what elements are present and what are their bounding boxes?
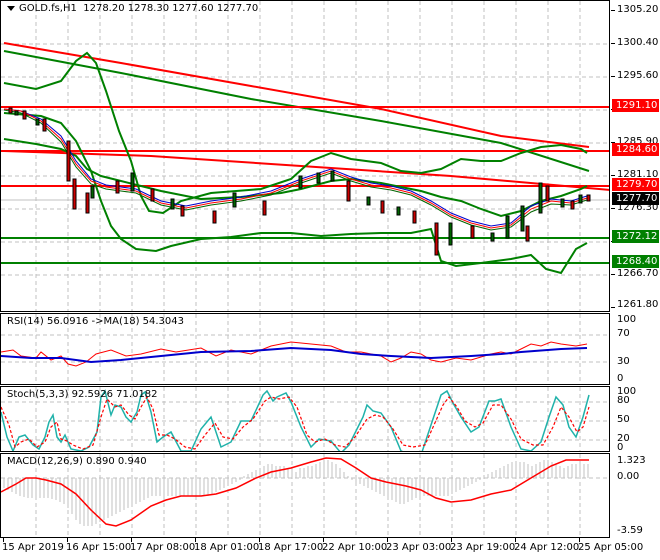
current-price-label: 1277.70 <box>612 192 659 205</box>
stoch-tick: 80 <box>617 395 630 406</box>
macd-tick: 1.323 <box>617 455 646 466</box>
time-axis: 15 Apr 2019 16 Apr 15:00 17 Apr 08:00 18… <box>0 538 660 560</box>
time-tick: 18 Apr 01:00 <box>194 542 260 553</box>
level-label-resistance: 1291.10 <box>612 99 659 112</box>
dropdown-arrow-icon[interactable] <box>7 5 15 11</box>
time-tick: 24 Apr 12:00 <box>514 542 580 553</box>
macd-tick: -3.59 <box>617 525 643 536</box>
level-label-resistance: 1284.60 <box>612 143 659 156</box>
price-tick: 1281.10 <box>617 169 659 180</box>
time-tick: 25 Apr 05:00 <box>578 542 644 553</box>
time-tick: 17 Apr 08:00 <box>130 542 196 553</box>
rsi-tick: 70 <box>617 328 630 339</box>
symbol-label: GOLD.fs,H1 <box>19 3 77 14</box>
stoch-tick: 50 <box>617 414 630 425</box>
rsi-plot <box>1 314 609 384</box>
rsi-title: RSI(14) 56.0916 ->MA(18) 54.3043 <box>7 316 184 327</box>
stochastic-panel[interactable]: Stoch(5,3,3) 92.5926 71.0182 <box>0 386 610 452</box>
level-label-support: 1268.40 <box>612 255 659 268</box>
price-plot <box>1 1 609 311</box>
price-tick: 1276.30 <box>617 202 659 213</box>
ohlc-values: 1278.20 1278.30 1277.60 1277.70 <box>83 3 259 14</box>
price-tick: 1295.60 <box>617 70 659 81</box>
price-tick: 1285.90 <box>617 136 659 147</box>
price-axis: 1305.20 1300.40 1295.60 1290.80 1285.90 … <box>611 0 660 312</box>
stoch-tick: 20 <box>617 433 630 444</box>
price-chart-panel[interactable]: GOLD.fs,H1 1278.20 1278.30 1277.60 1277.… <box>0 0 610 312</box>
price-tick: 1300.40 <box>617 37 659 48</box>
stoch-title: Stoch(5,3,3) 92.5926 71.0182 <box>7 389 158 400</box>
level-label-resistance: 1279.70 <box>612 178 659 191</box>
price-tick: 1305.20 <box>617 4 659 15</box>
macd-tick: 0.00 <box>617 471 640 482</box>
time-tick: 23 Apr 19:00 <box>450 542 516 553</box>
time-tick: 18 Apr 17:00 <box>258 542 324 553</box>
rsi-tick: 100 <box>617 314 637 325</box>
time-tick: 22 Apr 10:00 <box>322 542 388 553</box>
price-tick: 1266.70 <box>617 268 659 279</box>
time-tick: 15 Apr 2019 <box>2 542 64 553</box>
rsi-tick: 0 <box>617 373 624 384</box>
time-tick: 16 Apr 15:00 <box>66 542 132 553</box>
stoch-axis: 100 80 50 20 0 <box>611 386 660 453</box>
rsi-tick: 30 <box>617 356 630 367</box>
time-tick: 23 Apr 03:00 <box>386 542 452 553</box>
macd-plot <box>1 454 609 537</box>
stoch-plot <box>1 387 609 451</box>
macd-title: MACD(12,26,9) 0.890 0.940 <box>7 456 147 467</box>
rsi-axis: 100 70 30 0 <box>611 313 660 385</box>
macd-axis: 1.323 0.00 -3.59 <box>611 453 660 538</box>
price-tick: 1261.80 <box>617 299 659 310</box>
level-label-support: 1272.12 <box>612 230 659 243</box>
macd-panel[interactable]: MACD(12,26,9) 0.890 0.940 <box>0 453 610 538</box>
stoch-tick: 100 <box>617 386 637 397</box>
stoch-tick: 0 <box>617 442 624 453</box>
rsi-panel[interactable]: RSI(14) 56.0916 ->MA(18) 54.3043 <box>0 313 610 385</box>
chart-header: GOLD.fs,H1 1278.20 1278.30 1277.60 1277.… <box>7 3 258 14</box>
